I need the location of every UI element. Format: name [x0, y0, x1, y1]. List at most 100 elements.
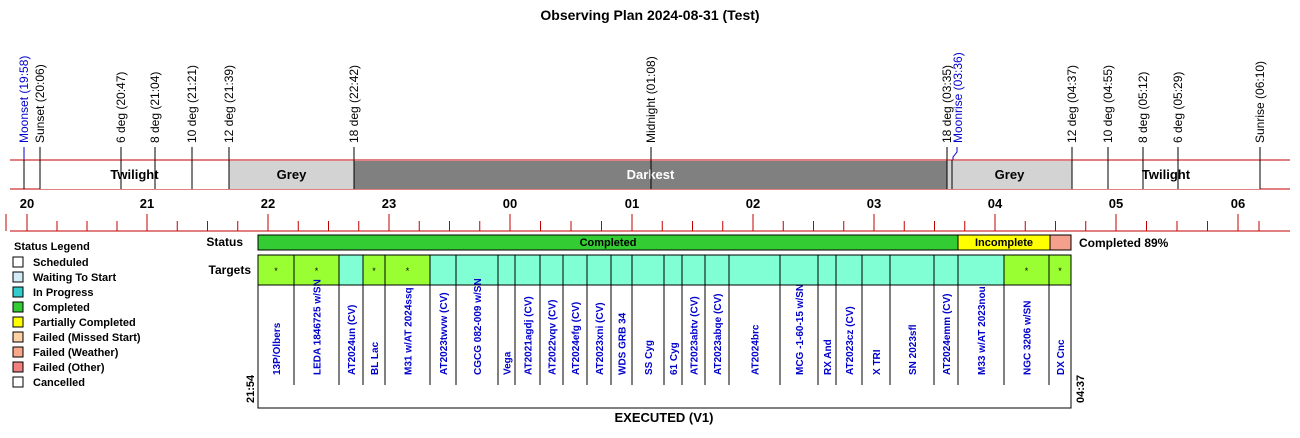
target-name[interactable]: BL Lac: [370, 341, 381, 375]
hour-label: 21: [140, 196, 154, 211]
legend-title: Status Legend: [14, 241, 90, 253]
target-name[interactable]: AT2023cz (CV): [845, 306, 856, 375]
event-label: 6 deg (05:29): [1171, 72, 1185, 143]
target-name[interactable]: AT2023abtv (CV): [690, 296, 701, 375]
hour-label: 20: [20, 196, 34, 211]
hour-label: 00: [503, 196, 517, 211]
legend-swatch: [12, 316, 24, 328]
legend-swatch: [12, 286, 24, 298]
legend-swatch: [12, 361, 24, 373]
sky-band-grey: [229, 161, 354, 189]
target-name[interactable]: CGCG 082-009 w/SN: [473, 278, 484, 375]
sky-band-label: Twilight: [110, 167, 159, 182]
legend-swatch: [12, 301, 24, 313]
target-completed-marker: *: [406, 266, 410, 276]
hour-label: 02: [746, 196, 760, 211]
target-status-cell[interactable]: [514, 254, 541, 286]
legend-item-label: Scheduled: [33, 257, 89, 269]
target-name[interactable]: AT2024emm (CV): [942, 293, 953, 375]
target-status-cell[interactable]: [957, 254, 1005, 286]
target-name[interactable]: AT2024efg (CV): [571, 302, 582, 375]
moonrise-tick: [952, 147, 958, 160]
legend-swatch: [12, 271, 24, 283]
target-name[interactable]: AT2021agdj (CV): [524, 296, 535, 375]
target-status-cell[interactable]: [779, 254, 819, 286]
target-name[interactable]: SS Cyg: [644, 340, 655, 375]
target-name[interactable]: SN 2023sfl: [908, 324, 919, 375]
target-status-cell[interactable]: [429, 254, 457, 286]
target-status-cell[interactable]: [933, 254, 959, 286]
event-label: Moonset (19:58): [17, 56, 31, 143]
hour-label: 03: [867, 196, 881, 211]
target-name[interactable]: AT2022vqv (CV): [548, 300, 559, 375]
target-name[interactable]: 61 Cyg: [669, 342, 680, 375]
target-completed-marker: *: [274, 266, 278, 276]
plan-title: Observing Plan 2024-08-31 (Test): [540, 7, 759, 23]
target-name[interactable]: M31 w/AT 2024ssq: [404, 287, 415, 375]
hour-label: 06: [1231, 196, 1245, 211]
sky-band-label: Twilight: [1142, 167, 1191, 182]
target-status-cell[interactable]: [497, 254, 516, 286]
target-status-cell[interactable]: [631, 254, 665, 286]
target-name[interactable]: AT2024un (CV): [347, 305, 358, 375]
event-label: 12 deg (04:37): [1065, 65, 1079, 143]
event-label: 10 deg (04:55): [1101, 65, 1115, 143]
targets-row: Targets * 13P/Olbers * LEDA 1846725 w/SN AT20…: [209, 254, 1087, 425]
target-name[interactable]: Vega: [503, 351, 514, 375]
target-name[interactable]: DX Cnc: [1056, 339, 1067, 375]
hour-label: 04: [988, 196, 1003, 211]
target-status-cell[interactable]: [728, 254, 781, 286]
target-status-cell[interactable]: [889, 254, 935, 286]
target-name[interactable]: AT2023twvw (CV): [439, 292, 450, 375]
target-status-cell[interactable]: [681, 254, 706, 286]
legend-swatch: [12, 256, 24, 268]
target-name[interactable]: X TRI: [872, 349, 883, 375]
legend-item-label: Failed (Missed Start): [33, 332, 141, 344]
status-segment-label: Incomplete: [975, 237, 1033, 249]
target-name[interactable]: AT2024brc: [751, 324, 762, 375]
target-name[interactable]: MCG -1-60-15 w/SN: [795, 284, 806, 375]
event-label: 18 deg (22:42): [347, 65, 361, 143]
status-legend: Status Legend Scheduled Waiting To Start In…: [12, 241, 141, 389]
target-status-cell[interactable]: [562, 254, 588, 286]
target-status-cell[interactable]: [257, 254, 295, 286]
target-status-cell[interactable]: [817, 254, 837, 286]
target-name[interactable]: AT2023xni (CV): [595, 302, 606, 375]
target-status-cell[interactable]: [835, 254, 863, 286]
target-name[interactable]: 13P/Olbers: [272, 322, 283, 375]
target-name[interactable]: LEDA 1846725 w/SN: [313, 279, 324, 375]
event-label: 6 deg (20:47): [114, 72, 128, 143]
status-segment-label: Completed: [580, 237, 637, 249]
plan-start-time: 21:54: [245, 374, 257, 403]
target-status-cell[interactable]: [663, 254, 683, 286]
target-status-cell[interactable]: [610, 254, 633, 286]
event-label: 18 deg (03:35): [940, 65, 954, 143]
sky-band-label: Grey: [995, 167, 1025, 182]
event-label: Moonrise (03:36): [951, 52, 965, 143]
sky-band-grey: [947, 161, 1072, 189]
target-status-cell[interactable]: [293, 254, 340, 286]
target-name[interactable]: M33 w/AT 2023nou: [977, 286, 988, 375]
event-label: Midnight (01:08): [644, 56, 658, 143]
target-status-cell[interactable]: [539, 254, 564, 286]
status-row: Status Completed Incomplete Completed 89%: [206, 234, 1169, 251]
target-name[interactable]: NGC 3206 w/SN: [1023, 301, 1034, 375]
target-status-cell[interactable]: [861, 254, 891, 286]
event-label: 12 deg (21:39): [222, 65, 236, 143]
legend-swatch: [12, 331, 24, 343]
event-label: 10 deg (21:21): [185, 65, 199, 143]
sky-band-twilight: [1072, 161, 1260, 189]
status-segment-failed: [1049, 234, 1072, 251]
target-name[interactable]: WDS GRB 34: [618, 312, 629, 375]
target-status-cell[interactable]: [338, 254, 364, 286]
target-completed-marker: *: [1058, 266, 1062, 276]
target-name[interactable]: AT2023abqe (CV): [713, 293, 724, 375]
sky-band-twilight: [40, 161, 229, 189]
event-label: 8 deg (05:12): [1136, 72, 1150, 143]
legend-item-label: Cancelled: [33, 377, 85, 389]
legend-item-label: Waiting To Start: [33, 272, 116, 284]
target-status-cell[interactable]: [586, 254, 612, 286]
target-name[interactable]: RX And: [823, 339, 834, 375]
target-status-cell[interactable]: [704, 254, 730, 286]
